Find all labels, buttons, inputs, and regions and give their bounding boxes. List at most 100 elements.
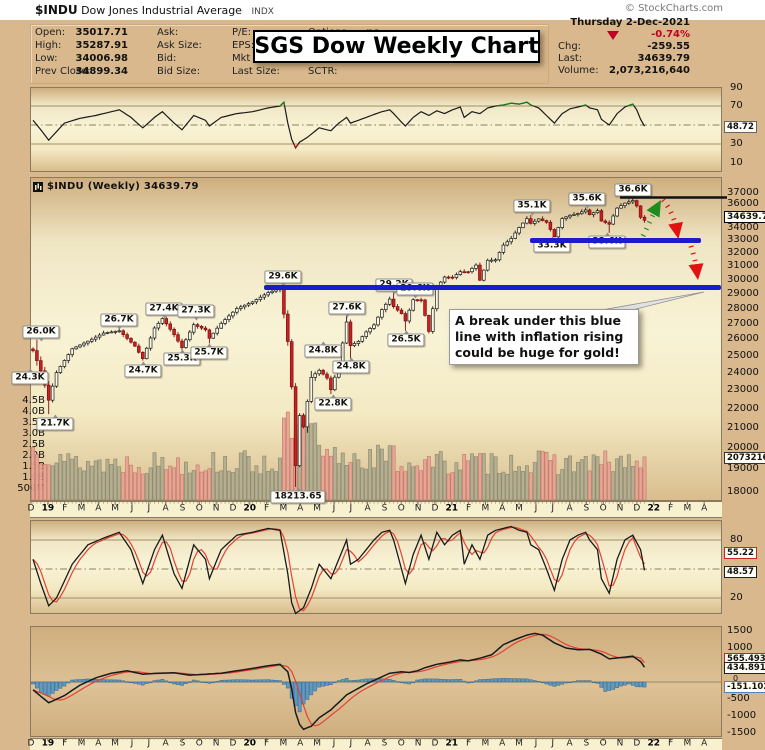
symbol-name: Dow Jones Industrial Average: [81, 4, 242, 17]
month-label: S: [381, 738, 388, 749]
quote-value: 34006.98: [75, 53, 128, 64]
month-label: J: [349, 738, 353, 749]
quote-label: Bid:: [157, 53, 177, 64]
price-axis-tick: 30000: [727, 273, 759, 285]
price-callout-flag: 26.7K: [100, 313, 138, 330]
price-axis-tick: 32000: [727, 247, 759, 259]
month-label: M: [481, 738, 490, 749]
month-label: M: [313, 738, 321, 749]
quote-value: 35017.71: [75, 27, 128, 38]
callout-pointer: [403, 330, 409, 335]
price-axis-tick: 23000: [727, 384, 759, 396]
price-axis-tick: 19000: [727, 463, 759, 475]
blue-support-line: [264, 285, 721, 291]
top-strip: $INDU Dow Jones Industrial Average INDX …: [0, 0, 765, 20]
macd-axis-tick: -1000: [727, 710, 757, 721]
callout-pointer: [193, 316, 199, 321]
month-label: N: [414, 503, 422, 514]
month-label: A: [162, 503, 169, 514]
month-label: F: [667, 503, 674, 514]
quote-value: 34899.34: [75, 66, 128, 77]
month-label: A: [499, 503, 506, 514]
stoch-red-value-box: 55.22: [724, 547, 757, 559]
month-label: N: [212, 503, 220, 514]
month-label: M: [313, 503, 321, 514]
quote-label: SCTR:: [308, 66, 338, 77]
quote-label: Ask:: [157, 27, 179, 38]
price-callout-flag: 21.7K: [36, 414, 74, 431]
quote-label: Volume:: [558, 65, 599, 76]
price-axis-tick: 26000: [727, 333, 759, 345]
month-label: M: [515, 738, 523, 749]
price-callout-flag: 35.1K: [513, 199, 551, 216]
volume-axis-tick: 500M: [17, 483, 45, 495]
month-label: M: [111, 738, 120, 749]
month-label: F: [465, 738, 472, 749]
month-label: A: [566, 503, 573, 514]
macd-panel: [30, 626, 722, 737]
callout-pointer: [161, 314, 167, 319]
month-label: F: [62, 738, 68, 749]
month-label: M: [481, 503, 490, 514]
quote-value: 35287.91: [75, 40, 128, 51]
month-label: J: [147, 503, 151, 514]
callout-pointer: [206, 343, 212, 348]
month-label: D: [633, 738, 641, 749]
month-label: S: [179, 503, 186, 514]
annotation-text: A break under this blue line with inflat…: [455, 313, 624, 360]
month-label: J: [147, 738, 151, 749]
rsi-axis-tick: 10: [730, 157, 743, 168]
month-label: 20: [243, 503, 257, 514]
month-label: A: [566, 738, 573, 749]
month-label: O: [397, 503, 405, 514]
month-label: A: [364, 738, 371, 749]
month-label: J: [534, 738, 538, 749]
month-label: F: [264, 503, 270, 514]
month-label: S: [583, 503, 590, 514]
month-label: A: [297, 503, 304, 514]
price-axis-tick: 34000: [727, 222, 759, 234]
price-callout-flag: 24.8K: [332, 357, 370, 374]
price-axis-tick: 20000: [727, 442, 759, 454]
stoch-black-value-box: 48.57: [724, 566, 757, 578]
symbol-exchange: INDX: [251, 7, 274, 17]
month-label: J: [551, 503, 555, 514]
macd-hist-value-box: -151.102: [724, 681, 765, 693]
month-label: S: [583, 738, 590, 749]
callout-pointer: [140, 361, 146, 366]
volume-axis-tick: 2.0B: [22, 450, 45, 462]
month-label: M: [683, 503, 692, 514]
main-chart-legend: $INDU (Weekly) 34639.79: [33, 181, 199, 192]
month-label: M: [77, 738, 86, 749]
callout-pointer: [330, 394, 336, 399]
month-label: F: [62, 503, 68, 514]
volume-axis-tick: 2.5B: [22, 439, 45, 450]
month-label: O: [599, 738, 607, 749]
price-axis-tick: 25000: [727, 349, 759, 361]
month-label: J: [332, 503, 336, 514]
price-callout-flag: 24.3K: [11, 368, 49, 385]
month-label: O: [195, 503, 203, 514]
quote-label: Last Size:: [232, 66, 280, 77]
x-axis-strip-lower: [30, 738, 722, 750]
macd-axis-tick: -500: [727, 693, 750, 704]
price-value-box: 34639.79: [724, 211, 765, 223]
x-axis-strip-upper: [30, 501, 722, 518]
month-label: S: [381, 503, 388, 514]
month-label: A: [701, 738, 708, 749]
rsi-axis-tick: 30: [730, 138, 743, 149]
callout-pointer: [179, 349, 185, 354]
quote-value: 2,073,216,640: [609, 65, 690, 76]
quote-value: 34639.79: [637, 53, 690, 64]
chart-title-text: SGS Dow Weekly Chart: [254, 34, 539, 59]
month-label: D: [27, 738, 35, 749]
month-label: N: [212, 738, 220, 749]
macd-axis-tick: 1000: [727, 642, 753, 653]
month-label: D: [431, 738, 439, 749]
price-axis-tick: 36000: [727, 198, 759, 210]
month-label: M: [279, 738, 288, 749]
price-callout-flag: 18213.65: [270, 487, 326, 504]
month-label: 22: [647, 738, 660, 749]
month-label: A: [95, 738, 102, 749]
